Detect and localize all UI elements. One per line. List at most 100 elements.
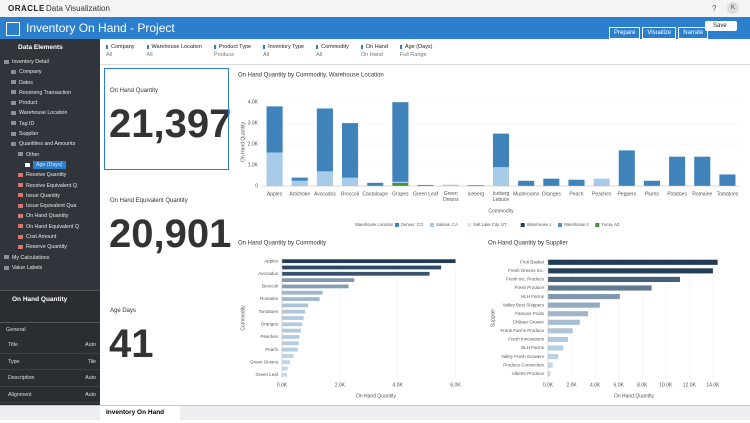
bar-segment bbox=[719, 174, 736, 186]
bar bbox=[282, 335, 300, 339]
bar-segment bbox=[643, 180, 660, 186]
filter-icon bbox=[213, 44, 216, 49]
header: ORACLE Data Visualization ? K bbox=[0, 0, 750, 17]
x-tick-label: Green Onions bbox=[443, 191, 459, 203]
bar bbox=[548, 259, 718, 265]
tree-label: Quantities and Amounts bbox=[19, 141, 76, 148]
x-tick-label: Potatoes bbox=[667, 191, 687, 197]
tree-item[interactable]: Other bbox=[4, 150, 100, 160]
filter-value: Produce bbox=[213, 52, 235, 58]
bar-segment bbox=[316, 108, 333, 172]
tree-icon bbox=[11, 141, 16, 146]
save-button[interactable]: Save bbox=[705, 21, 737, 31]
legend-swatch bbox=[467, 223, 472, 227]
mode-button[interactable]: Visualize bbox=[642, 27, 677, 39]
bar-segment bbox=[442, 184, 459, 186]
tree-item[interactable]: Receive Equivalent Q bbox=[4, 181, 100, 191]
bar bbox=[548, 319, 580, 325]
y-tick-label: Avocados bbox=[258, 271, 278, 276]
tree-item[interactable]: Dates bbox=[4, 78, 100, 88]
filter[interactable]: Commodity All bbox=[316, 44, 349, 64]
filter-value: All bbox=[106, 52, 113, 58]
tree-item[interactable]: On Hand Quantity bbox=[4, 211, 100, 221]
app-icon bbox=[6, 22, 20, 36]
kpi-tile: On Hand Equivalent Quantity 20,901 bbox=[104, 178, 231, 278]
property-name: Title bbox=[8, 342, 18, 348]
canvas-tab[interactable]: Inventory On Hand bbox=[100, 406, 181, 423]
y-tick-label: Alberto Produce bbox=[512, 371, 545, 376]
mode-button[interactable]: Narrate bbox=[678, 27, 709, 39]
tree-item[interactable]: Quantities and Amounts bbox=[4, 139, 100, 149]
tree-item[interactable]: Issue Quantity bbox=[4, 191, 100, 201]
tree-item[interactable]: Reserve Quantity bbox=[4, 242, 100, 252]
tree-item[interactable]: Receiving Transaction bbox=[4, 88, 100, 98]
legend-title: Warehouse Location bbox=[355, 222, 394, 227]
x-tick-label: Broccoli bbox=[341, 191, 359, 197]
filter-icon bbox=[360, 44, 363, 49]
tree-item[interactable]: My Calculations bbox=[4, 253, 100, 263]
panel-title: Data Elements bbox=[18, 44, 63, 51]
property-name: Description bbox=[8, 375, 35, 381]
filter[interactable]: Company All bbox=[106, 44, 135, 64]
bar bbox=[282, 322, 303, 327]
bar bbox=[282, 354, 294, 358]
y-tick-label: Broccoli bbox=[262, 284, 278, 289]
tree-item[interactable]: Tag ID bbox=[4, 119, 100, 129]
mode-button[interactable]: Prepare bbox=[609, 27, 641, 39]
filter[interactable]: On Hand On Hand bbox=[360, 44, 388, 64]
tree-item[interactable]: Product bbox=[4, 98, 100, 108]
bar bbox=[282, 347, 298, 352]
tree-item[interactable]: Cost Amount bbox=[4, 232, 100, 242]
tree-item[interactable]: Warehouse Location bbox=[4, 108, 100, 118]
y-tick-label: Oranges bbox=[261, 322, 279, 327]
property-value[interactable]: Auto bbox=[85, 375, 96, 381]
tree-item[interactable]: On Hand Equivalent Q bbox=[4, 222, 100, 232]
filter[interactable]: Inventory Type All bbox=[263, 44, 304, 64]
bar-segment bbox=[694, 156, 711, 186]
tree-item[interactable]: Inventory Detail bbox=[4, 57, 100, 67]
help[interactable]: ? bbox=[712, 4, 717, 13]
bar-segment bbox=[392, 181, 409, 183]
filter[interactable]: Age (Days) Full Range bbox=[399, 44, 432, 64]
y-tick-label: Peach bbox=[265, 347, 278, 352]
tree-item[interactable]: Value Labels bbox=[4, 263, 100, 273]
filter[interactable]: Product Type Produce bbox=[213, 44, 251, 64]
bar bbox=[548, 294, 620, 300]
x-tick-label: 8.0K bbox=[637, 382, 648, 388]
tree-item[interactable]: Company bbox=[4, 67, 100, 77]
tree-icon bbox=[18, 183, 23, 188]
property-value[interactable]: Auto bbox=[85, 342, 96, 348]
tree-icon bbox=[11, 69, 16, 74]
kpi-title: On Hand Quantity bbox=[110, 88, 159, 94]
tree-item[interactable]: Issue Equivalent Qua bbox=[4, 201, 100, 211]
property-value[interactable]: Auto bbox=[85, 391, 96, 398]
x-tick-label: Iceberg Lettuce bbox=[493, 191, 510, 203]
filter-label: Company bbox=[106, 44, 135, 50]
tree-label: Value Labels bbox=[12, 264, 43, 271]
filter[interactable]: Warehouse Location All bbox=[146, 44, 202, 64]
tree-icon bbox=[4, 59, 9, 64]
kpi-value: 41 bbox=[109, 322, 154, 366]
bar bbox=[548, 268, 713, 274]
y-tick-label: Chilean Grower bbox=[513, 319, 545, 324]
kpi-title: On Hand Equivalent Quantity bbox=[110, 198, 188, 204]
property-value[interactable]: Tile bbox=[87, 358, 96, 365]
filter-label: On Hand bbox=[360, 44, 388, 50]
bar bbox=[282, 284, 349, 289]
x-tick-label: 2.0K bbox=[335, 382, 346, 388]
legend-label: Salt Lake City, UT bbox=[473, 222, 507, 227]
tree-label: Issue Quantity bbox=[26, 192, 60, 199]
user-avatar[interactable]: K bbox=[727, 2, 739, 14]
tree-item[interactable]: Supplier bbox=[4, 129, 100, 139]
mode-buttons: Prepare Visualize Narrate bbox=[607, 21, 709, 39]
property-name: Type bbox=[8, 358, 20, 365]
x-tick-label: 0.0K bbox=[277, 382, 288, 388]
tree-label: Reserve Quantity bbox=[26, 244, 67, 251]
tree-item[interactable]: Receive Quantity bbox=[4, 170, 100, 180]
tree-item[interactable]: Age (Days) bbox=[4, 160, 100, 170]
x-tick-label: 6.0K bbox=[450, 382, 461, 388]
bar bbox=[548, 302, 600, 308]
tree-icon bbox=[18, 172, 23, 177]
filter-icon bbox=[106, 44, 108, 49]
x-tick-label: Plums bbox=[645, 191, 659, 197]
